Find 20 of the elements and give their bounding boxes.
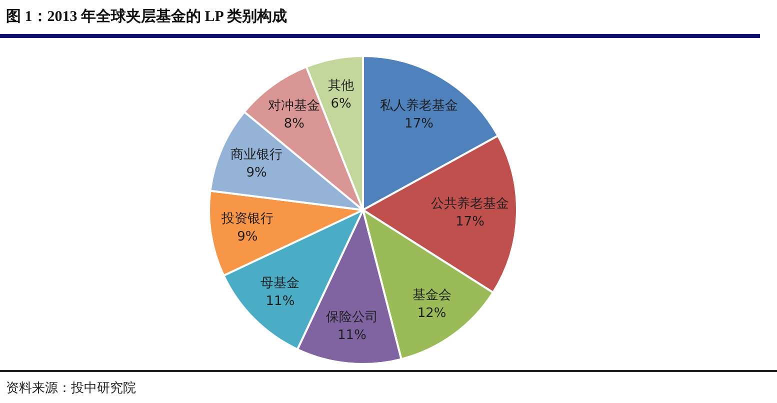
data-label: 9% [237,230,258,245]
slice-label: 其他 [328,78,354,94]
data-label: 11% [266,294,295,310]
data-label: 12% [417,306,446,322]
text: 资料来源：投中研究院 [6,379,136,397]
chart-title: 图 1：2013 年全球夹层基金的 LP 类别构成 [6,7,287,26]
slice-label: 基金会 [412,288,452,304]
data-label: 17% [404,116,434,132]
data-label: 8% [284,116,305,132]
slice-label: 商业银行 [230,147,283,162]
slice-label: 母基金 [260,276,300,292]
slice-label: 对冲基金 [268,98,320,114]
data-label: 11% [338,328,366,343]
data-label: 6% [330,96,352,112]
slice-label: 保险公司 [326,310,378,325]
data-label: 9% [246,165,267,180]
data-label: 17% [456,214,484,230]
slice-label: 私人养老基金 [380,98,458,114]
slice-label: 投资银行 [220,212,274,227]
slice-label: 公共养老基金 [430,196,509,212]
